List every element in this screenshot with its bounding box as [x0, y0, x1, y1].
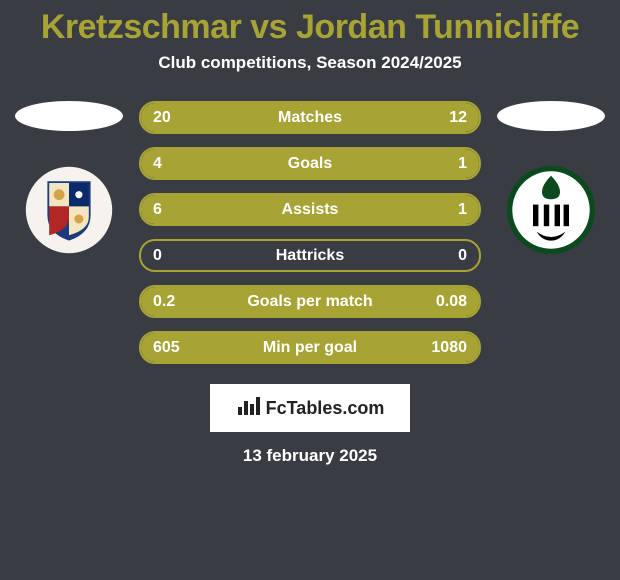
right-player-col — [493, 101, 609, 255]
stat-bar: 0.20.08Goals per match — [139, 285, 481, 318]
footer-brand[interactable]: FcTables.com — [210, 384, 410, 432]
stats-column: 2012Matches 41Goals 61Assists 00Hattricks 0.… — [139, 101, 481, 364]
stat-label: Hattricks — [141, 247, 479, 265]
date-label: 13 february 2025 — [243, 446, 377, 466]
stat-bar: 61Assists — [139, 193, 481, 226]
left-player-placeholder — [15, 101, 123, 131]
bar-chart-icon — [236, 395, 262, 421]
footer-brand-label: FcTables.com — [266, 398, 385, 419]
right-club-crest-icon — [506, 165, 596, 255]
stat-bar: 2012Matches — [139, 101, 481, 134]
main-row: 2012Matches 41Goals 61Assists 00Hattricks 0.… — [0, 101, 620, 364]
stat-label: Goals per match — [141, 293, 479, 311]
stat-bar: 6051080Min per goal — [139, 331, 481, 364]
stat-label: Min per goal — [141, 339, 479, 357]
comparison-card: Kretzschmar vs Jordan Tunnicliffe Club c… — [0, 0, 620, 466]
left-club-crest-icon — [24, 165, 114, 255]
right-player-placeholder — [497, 101, 605, 131]
stat-bar: 00Hattricks — [139, 239, 481, 272]
stat-label: Goals — [141, 155, 479, 173]
left-player-col — [11, 101, 127, 255]
stat-label: Assists — [141, 201, 479, 219]
page-title: Kretzschmar vs Jordan Tunnicliffe — [41, 8, 579, 47]
stat-bar: 41Goals — [139, 147, 481, 180]
page-subtitle: Club competitions, Season 2024/2025 — [158, 53, 461, 73]
stat-label: Matches — [141, 109, 479, 127]
